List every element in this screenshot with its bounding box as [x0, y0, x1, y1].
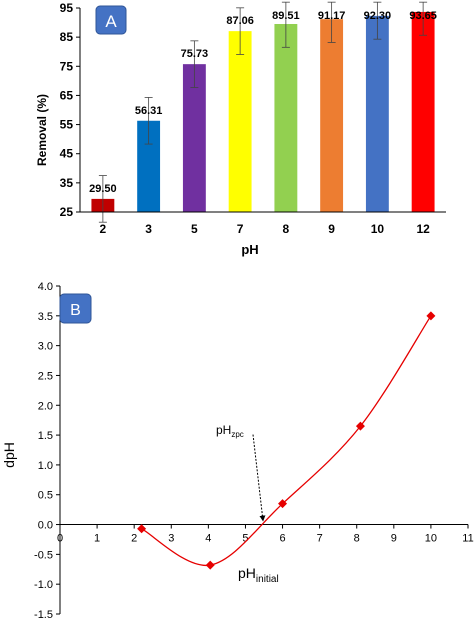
chart-a-y-tick-label: 45 — [60, 147, 74, 161]
chart-a-error-bars — [98, 1, 428, 223]
chart-b-y-ticks: 4.0 3.5 3.0 2.5 2.0 1.5 1.0 0.5 0.0 -0.5 -1.0 -1.5 — [34, 281, 60, 620]
chart-a-bars — [91, 11, 435, 213]
chart-b-point — [355, 421, 365, 431]
chart-a-bar — [137, 120, 161, 212]
chart-a-data-label: 91.17 — [318, 10, 346, 22]
chart-b-x-tick-label: 7 — [317, 533, 323, 545]
chart-b-x-tick-label: 1 — [94, 533, 100, 545]
chart-a-x-tick-label: 12 — [416, 222, 430, 236]
chart-b-annotation: pHzpc — [216, 423, 244, 439]
chart-b-x-tick-label: 10 — [425, 533, 437, 545]
chart-b-y-tick-label: 4.0 — [38, 281, 53, 293]
chart-b-y-tick-label: 0.0 — [38, 520, 53, 532]
chart-b-annotation-sub: zpc — [231, 430, 243, 439]
chart-a-data-label: 75.73 — [181, 48, 209, 60]
chart-a-y-tick-label: 55 — [60, 118, 74, 132]
chart-b-y-tick-label: 3.0 — [38, 341, 53, 353]
chart-a-x-tick-label: 5 — [191, 222, 198, 236]
chart-a-data-label: 93.65 — [409, 10, 437, 22]
chart-a-data-label: 56.31 — [135, 105, 163, 117]
chart-b-y-tick-label: 1.5 — [38, 430, 53, 442]
chart-b-y-axis-title: dpH — [1, 442, 17, 468]
chart-a-x-tick-label: 3 — [145, 222, 152, 236]
chart-b-y-tick-label: -1.0 — [34, 579, 53, 591]
chart-a-y-tick-label: 65 — [60, 88, 74, 102]
chart-b-x-axis-title-main: pH — [238, 565, 256, 581]
chart-a-y-tick-label: 25 — [60, 205, 74, 219]
chart-b-x-tick-label: 8 — [354, 533, 360, 545]
chart-b-annotation-main: pH — [216, 423, 231, 437]
chart-a-bar — [365, 15, 389, 212]
chart-a-bar — [320, 19, 344, 213]
chart-a-y-tick-label: 95 — [60, 1, 74, 15]
chart-b-y-tick-label: 1.0 — [38, 460, 53, 472]
chart-b-y-tick-label: 2.5 — [38, 370, 53, 382]
chart-b-x-tick-label: 4 — [205, 533, 211, 545]
chart-b-x-axis-title: pHinitial — [238, 565, 279, 585]
chart-a-x-tick-label: 10 — [371, 222, 385, 236]
chart-a-x-ticks: 2 3 5 7 8 9 10 12 — [100, 222, 431, 236]
chart-a-panel-badge — [95, 5, 127, 35]
chart-a-data-label: 89.51 — [272, 10, 300, 22]
chart-a-panel-label: A — [105, 12, 117, 31]
chart-b-panel-badge — [59, 293, 92, 324]
chart-a-x-axis-title: pH — [241, 242, 258, 257]
chart-b-x-tick-label: 5 — [242, 533, 248, 545]
chart-b-y-tick-label: -1.5 — [34, 609, 53, 620]
chart-b-panel-label: B — [70, 302, 81, 319]
chart-a-y-ticks: 25 35 45 55 65 75 85 95 — [60, 1, 80, 219]
chart-a-bar — [411, 11, 435, 213]
chart-b-point — [137, 524, 147, 534]
chart-b-x-tick-label: 2 — [131, 533, 137, 545]
chart-b-x-axis-title-sub: initial — [256, 574, 279, 585]
chart-a-x-tick-label: 9 — [328, 222, 335, 236]
chart-b-point — [278, 499, 288, 509]
chart-a-y-tick-label: 35 — [60, 176, 74, 190]
chart-a-bar — [274, 23, 298, 213]
chart-a-bar — [228, 31, 252, 212]
chart-b-x-tick-label: 9 — [391, 533, 397, 545]
chart-b-point — [205, 560, 215, 570]
chart-a-data-label: 87.06 — [226, 15, 254, 27]
chart-b-point — [426, 311, 436, 321]
chart-b-y-tick-label: 0.5 — [38, 490, 53, 502]
chart-a-value-labels: 29.50 56.31 75.73 87.06 89.51 91.17 92.30 93.65 — [89, 10, 437, 195]
chart-b-x-tick-label: 3 — [168, 533, 174, 545]
chart-b-series-line — [141, 315, 432, 566]
chart-a-data-label: 92.30 — [364, 10, 392, 22]
chart-b-y-tick-label: 2.0 — [38, 400, 53, 412]
chart-b: 4.03.53.02.52.01.51.00.50.0-0.5-1.0-1.5 … — [1, 281, 474, 620]
chart-a-y-axis-title: Removal (%) — [35, 94, 49, 166]
chart-a-x-tick-label: 2 — [100, 222, 107, 236]
chart-b-y-tick-label: -0.5 — [34, 549, 53, 561]
chart-b-points — [137, 311, 436, 570]
chart-b-y-tick-label: 3.5 — [38, 311, 53, 323]
chart-a-data-label: 29.50 — [89, 183, 117, 195]
chart-b-annotation-arrow — [252, 434, 266, 522]
chart-a-y-tick-label: 85 — [60, 30, 74, 44]
chart-b-x-ticks: 01234567891011 — [57, 524, 474, 545]
chart-a-x-tick-label: 7 — [237, 222, 244, 236]
chart-b-x-tick-label: 11 — [462, 533, 473, 545]
chart-a-bar — [182, 64, 206, 212]
chart-b-x-tick-label: 6 — [279, 533, 285, 545]
chart-a-x-tick-label: 8 — [283, 222, 290, 236]
chart-a-y-tick-label: 75 — [60, 59, 74, 73]
